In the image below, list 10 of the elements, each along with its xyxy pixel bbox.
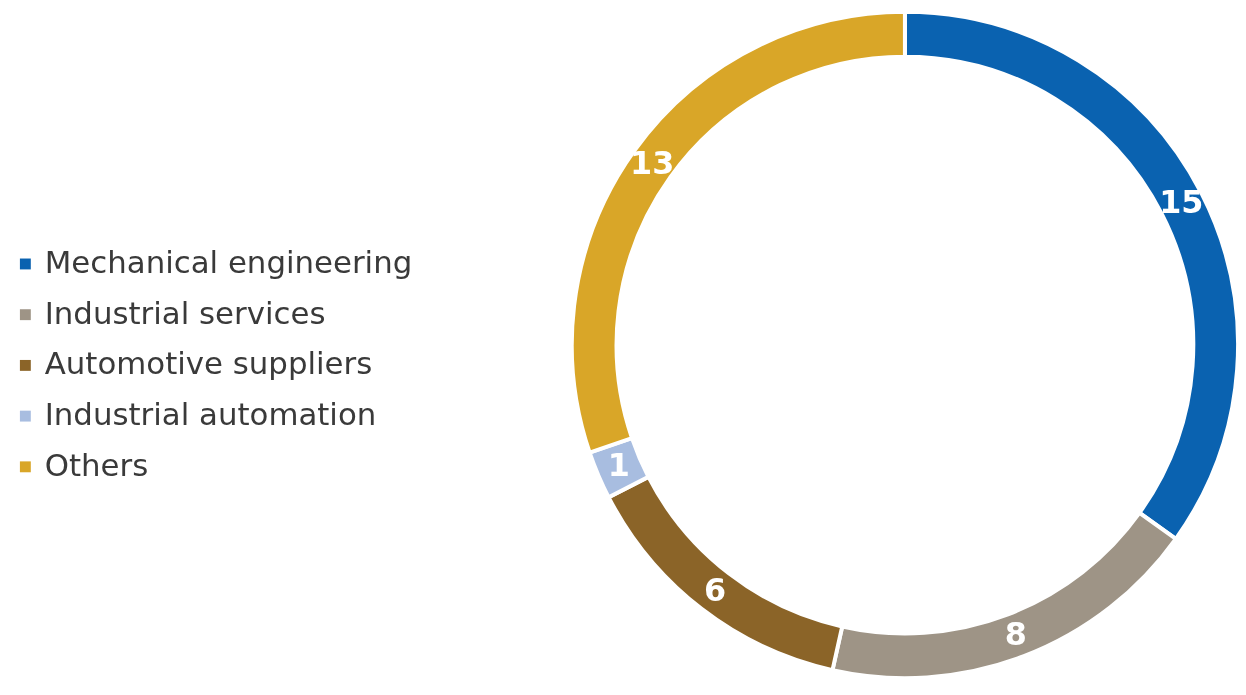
legend-label: Industrial automation xyxy=(44,396,377,433)
data-label: 13 xyxy=(630,144,675,183)
legend-label: Mechanical engineering xyxy=(44,243,413,280)
legend-label: Others xyxy=(44,446,149,483)
data-label: 8 xyxy=(1004,615,1027,654)
data-label: 15 xyxy=(1159,182,1204,221)
data-label: 6 xyxy=(703,570,727,609)
data-label: 1 xyxy=(607,446,630,485)
legend-label: Industrial services xyxy=(44,294,326,331)
legend-label: Automotive suppliers xyxy=(44,345,373,382)
